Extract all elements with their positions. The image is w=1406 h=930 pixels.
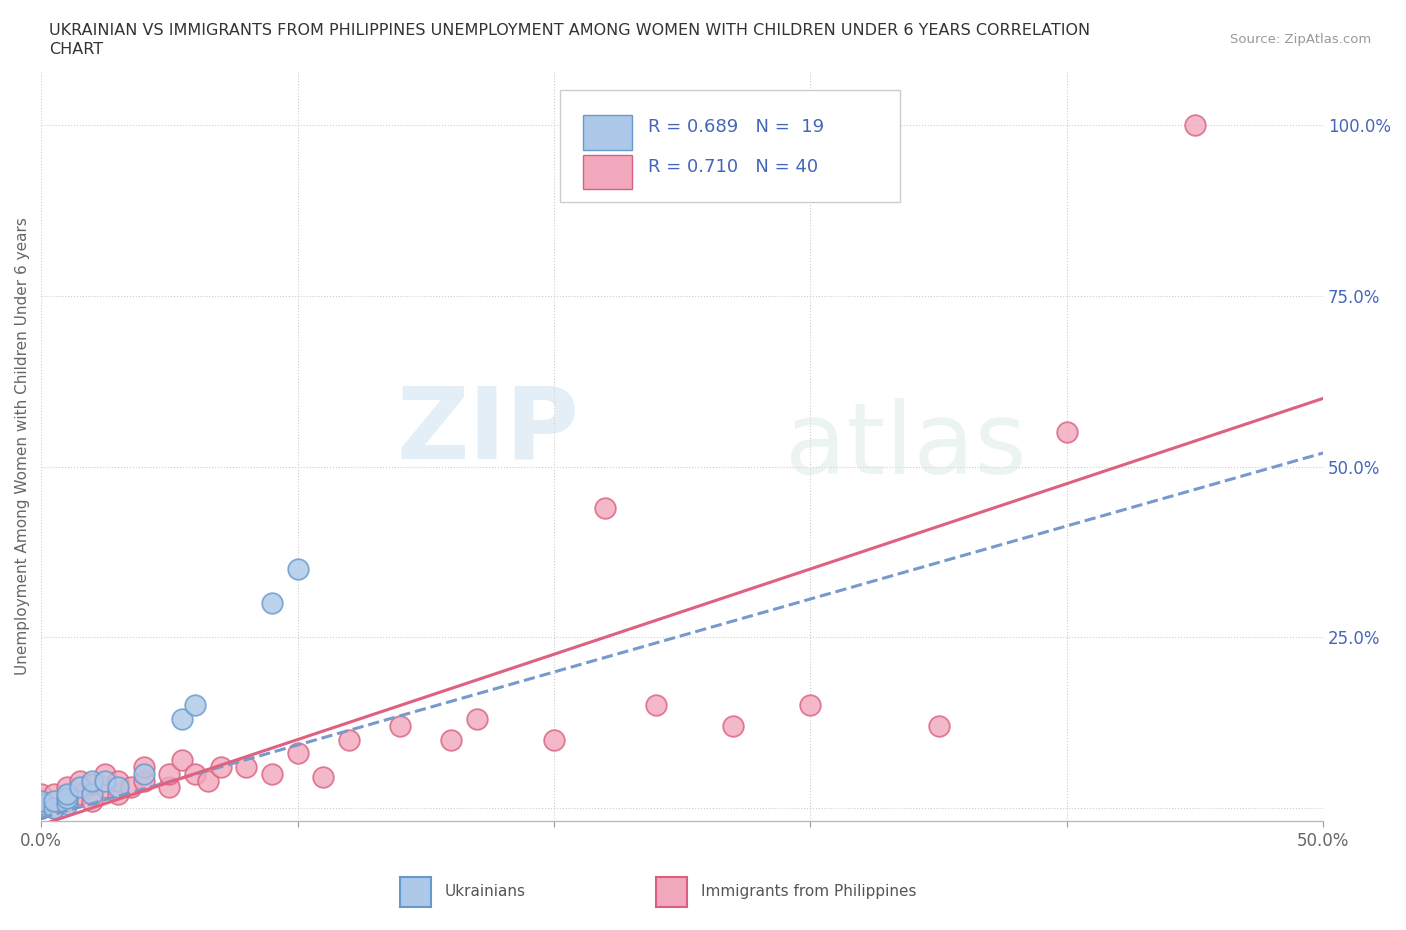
Point <box>1056 425 1078 440</box>
Y-axis label: Unemployment Among Women with Children Under 6 years: Unemployment Among Women with Children U… <box>15 218 30 675</box>
Point <box>42 793 65 808</box>
Point <box>593 500 616 515</box>
Point <box>209 760 232 775</box>
Bar <box>583 115 633 150</box>
Point <box>184 766 207 781</box>
Point <box>30 801 52 816</box>
Point <box>42 801 65 816</box>
Point <box>30 793 52 808</box>
Text: Immigrants from Philippines: Immigrants from Philippines <box>702 884 917 899</box>
Point <box>30 797 52 812</box>
Point <box>69 787 91 802</box>
Text: R = 0.710   N = 40: R = 0.710 N = 40 <box>648 158 818 176</box>
Point <box>107 773 129 788</box>
Point <box>287 562 309 577</box>
Point <box>132 760 155 775</box>
Point <box>94 766 117 781</box>
Point <box>157 780 180 795</box>
Point <box>389 719 412 734</box>
Point <box>42 801 65 816</box>
Text: atlas: atlas <box>785 398 1026 495</box>
Point <box>30 801 52 816</box>
Point <box>260 766 283 781</box>
Text: Source: ZipAtlas.com: Source: ZipAtlas.com <box>1230 33 1371 46</box>
Point <box>94 773 117 788</box>
Text: R = 0.689   N =  19: R = 0.689 N = 19 <box>648 118 824 136</box>
Point <box>120 780 142 795</box>
Point <box>645 698 668 713</box>
Point <box>172 752 194 767</box>
Point <box>107 780 129 795</box>
Point <box>197 773 219 788</box>
Point <box>82 777 104 791</box>
Point <box>799 698 821 713</box>
Point <box>260 595 283 610</box>
Point <box>69 780 91 795</box>
Point <box>30 801 52 816</box>
Point <box>312 770 335 785</box>
Text: ZIP: ZIP <box>396 382 579 480</box>
Point <box>55 797 77 812</box>
Point <box>235 760 257 775</box>
Text: Ukrainians: Ukrainians <box>446 884 526 899</box>
Point <box>82 773 104 788</box>
Point <box>82 787 104 802</box>
Point <box>928 719 950 734</box>
Point <box>30 793 52 808</box>
Bar <box>583 155 633 190</box>
Point <box>172 711 194 726</box>
Text: UKRAINIAN VS IMMIGRANTS FROM PHILIPPINES UNEMPLOYMENT AMONG WOMEN WITH CHILDREN : UKRAINIAN VS IMMIGRANTS FROM PHILIPPINES… <box>49 23 1090 38</box>
Point <box>55 790 77 805</box>
Point <box>465 711 488 726</box>
Point <box>94 780 117 795</box>
FancyBboxPatch shape <box>561 89 900 202</box>
Point <box>132 773 155 788</box>
Point <box>55 793 77 808</box>
Point <box>1184 118 1206 133</box>
Point <box>287 746 309 761</box>
Point <box>723 719 745 734</box>
Point <box>132 766 155 781</box>
Point <box>337 732 360 747</box>
Point <box>55 787 77 802</box>
Point <box>69 773 91 788</box>
Point <box>55 780 77 795</box>
Point <box>157 766 180 781</box>
Point <box>184 698 207 713</box>
Point <box>30 787 52 802</box>
Text: CHART: CHART <box>49 42 103 57</box>
Point <box>543 732 565 747</box>
Point <box>107 787 129 802</box>
Point <box>440 732 463 747</box>
Point <box>42 787 65 802</box>
Point <box>82 793 104 808</box>
